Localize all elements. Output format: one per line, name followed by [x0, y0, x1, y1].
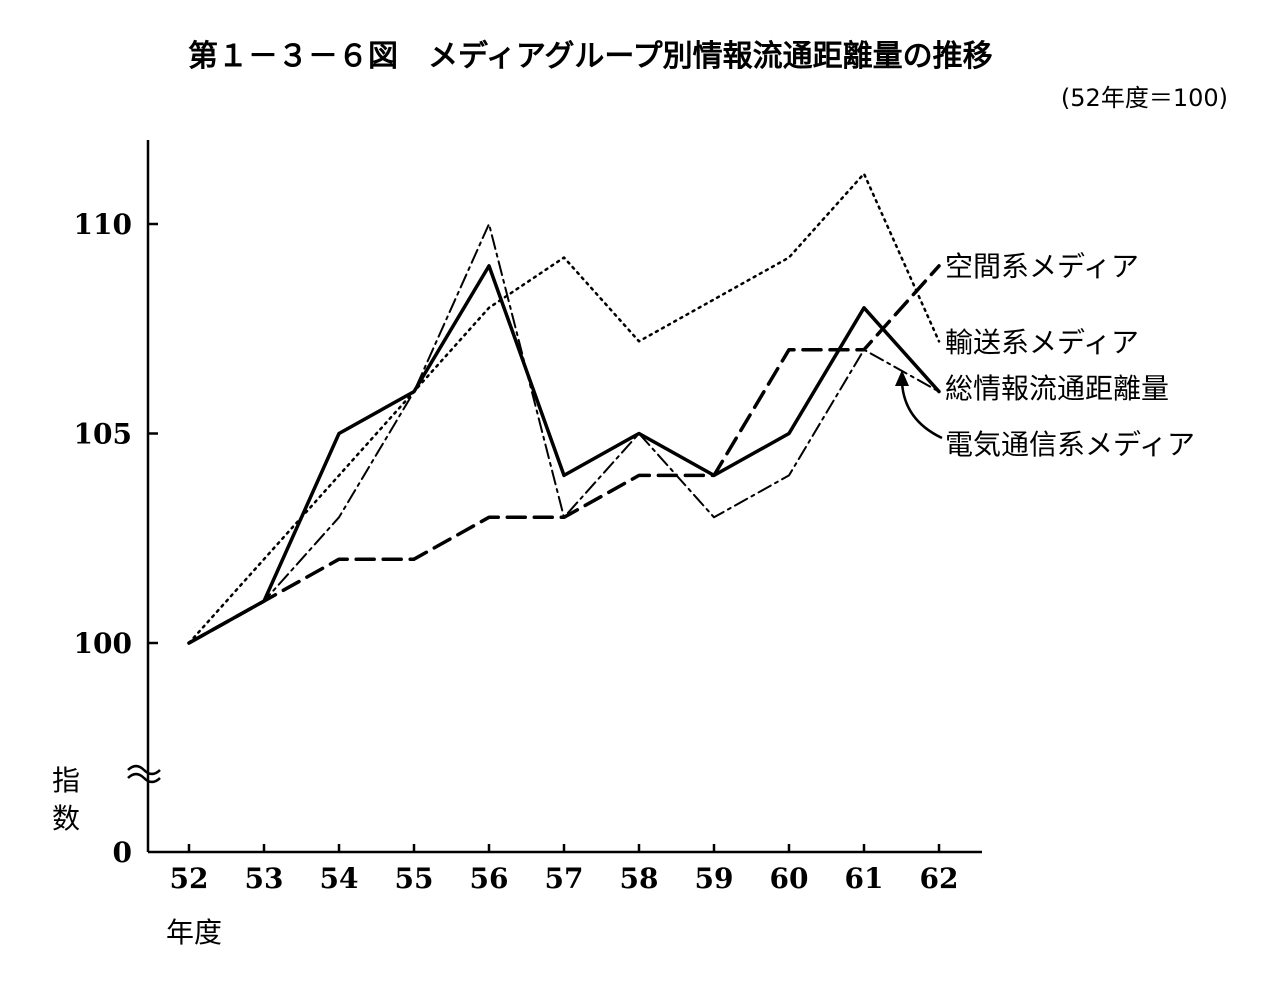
y-axis-label-line2: 数 [52, 802, 80, 835]
y-tick-label: 105 [74, 418, 132, 451]
chart-title: 第１－３－６図 メディアグループ別情報流通距離量の推移 [188, 39, 993, 74]
x-tick-label: 54 [320, 862, 359, 895]
x-tick-label: 52 [170, 862, 209, 895]
x-axis-label: 年度 [166, 916, 222, 949]
series-line-3 [187, 264, 941, 645]
x-ticks: 52 53 54 55 56 57 58 59 60 61 62 [170, 844, 959, 895]
series-line-4 [188, 223, 940, 644]
y-axis-label-line1: 指 [52, 764, 80, 797]
x-tick-label: 56 [470, 862, 509, 895]
series-label-4: 電気通信系メディア [945, 428, 1195, 461]
y-tick-label: 0 [113, 836, 132, 869]
series-line-2 [187, 172, 941, 645]
y-axis [127, 140, 161, 852]
pointer-arrow [900, 381, 943, 440]
x-tick-label: 60 [770, 862, 809, 895]
axis-break-icon [127, 772, 161, 784]
x-tick-label: 59 [695, 862, 734, 895]
x-tick-label: 62 [920, 862, 959, 895]
series-layer [187, 172, 941, 645]
x-tick-label: 53 [245, 862, 284, 895]
y-tick-label: 100 [74, 627, 132, 660]
x-tick-label: 55 [395, 862, 434, 895]
chart-subtitle: (52年度＝100) [1061, 84, 1228, 112]
y-ticks: 0 100 105 110 [74, 208, 158, 869]
x-tick-label: 61 [845, 862, 884, 895]
y-tick-label: 110 [74, 208, 132, 241]
series-label-3: 総情報流通距離量 [945, 372, 1169, 405]
arrowhead-icon [895, 370, 909, 386]
series-label-2: 輸送系メディア [945, 326, 1139, 359]
series-label-1: 空間系メディア [945, 250, 1139, 283]
axis-break-icon [127, 764, 161, 776]
series-line-1 [187, 264, 941, 645]
x-tick-label: 57 [545, 862, 584, 895]
x-tick-label: 58 [620, 862, 659, 895]
